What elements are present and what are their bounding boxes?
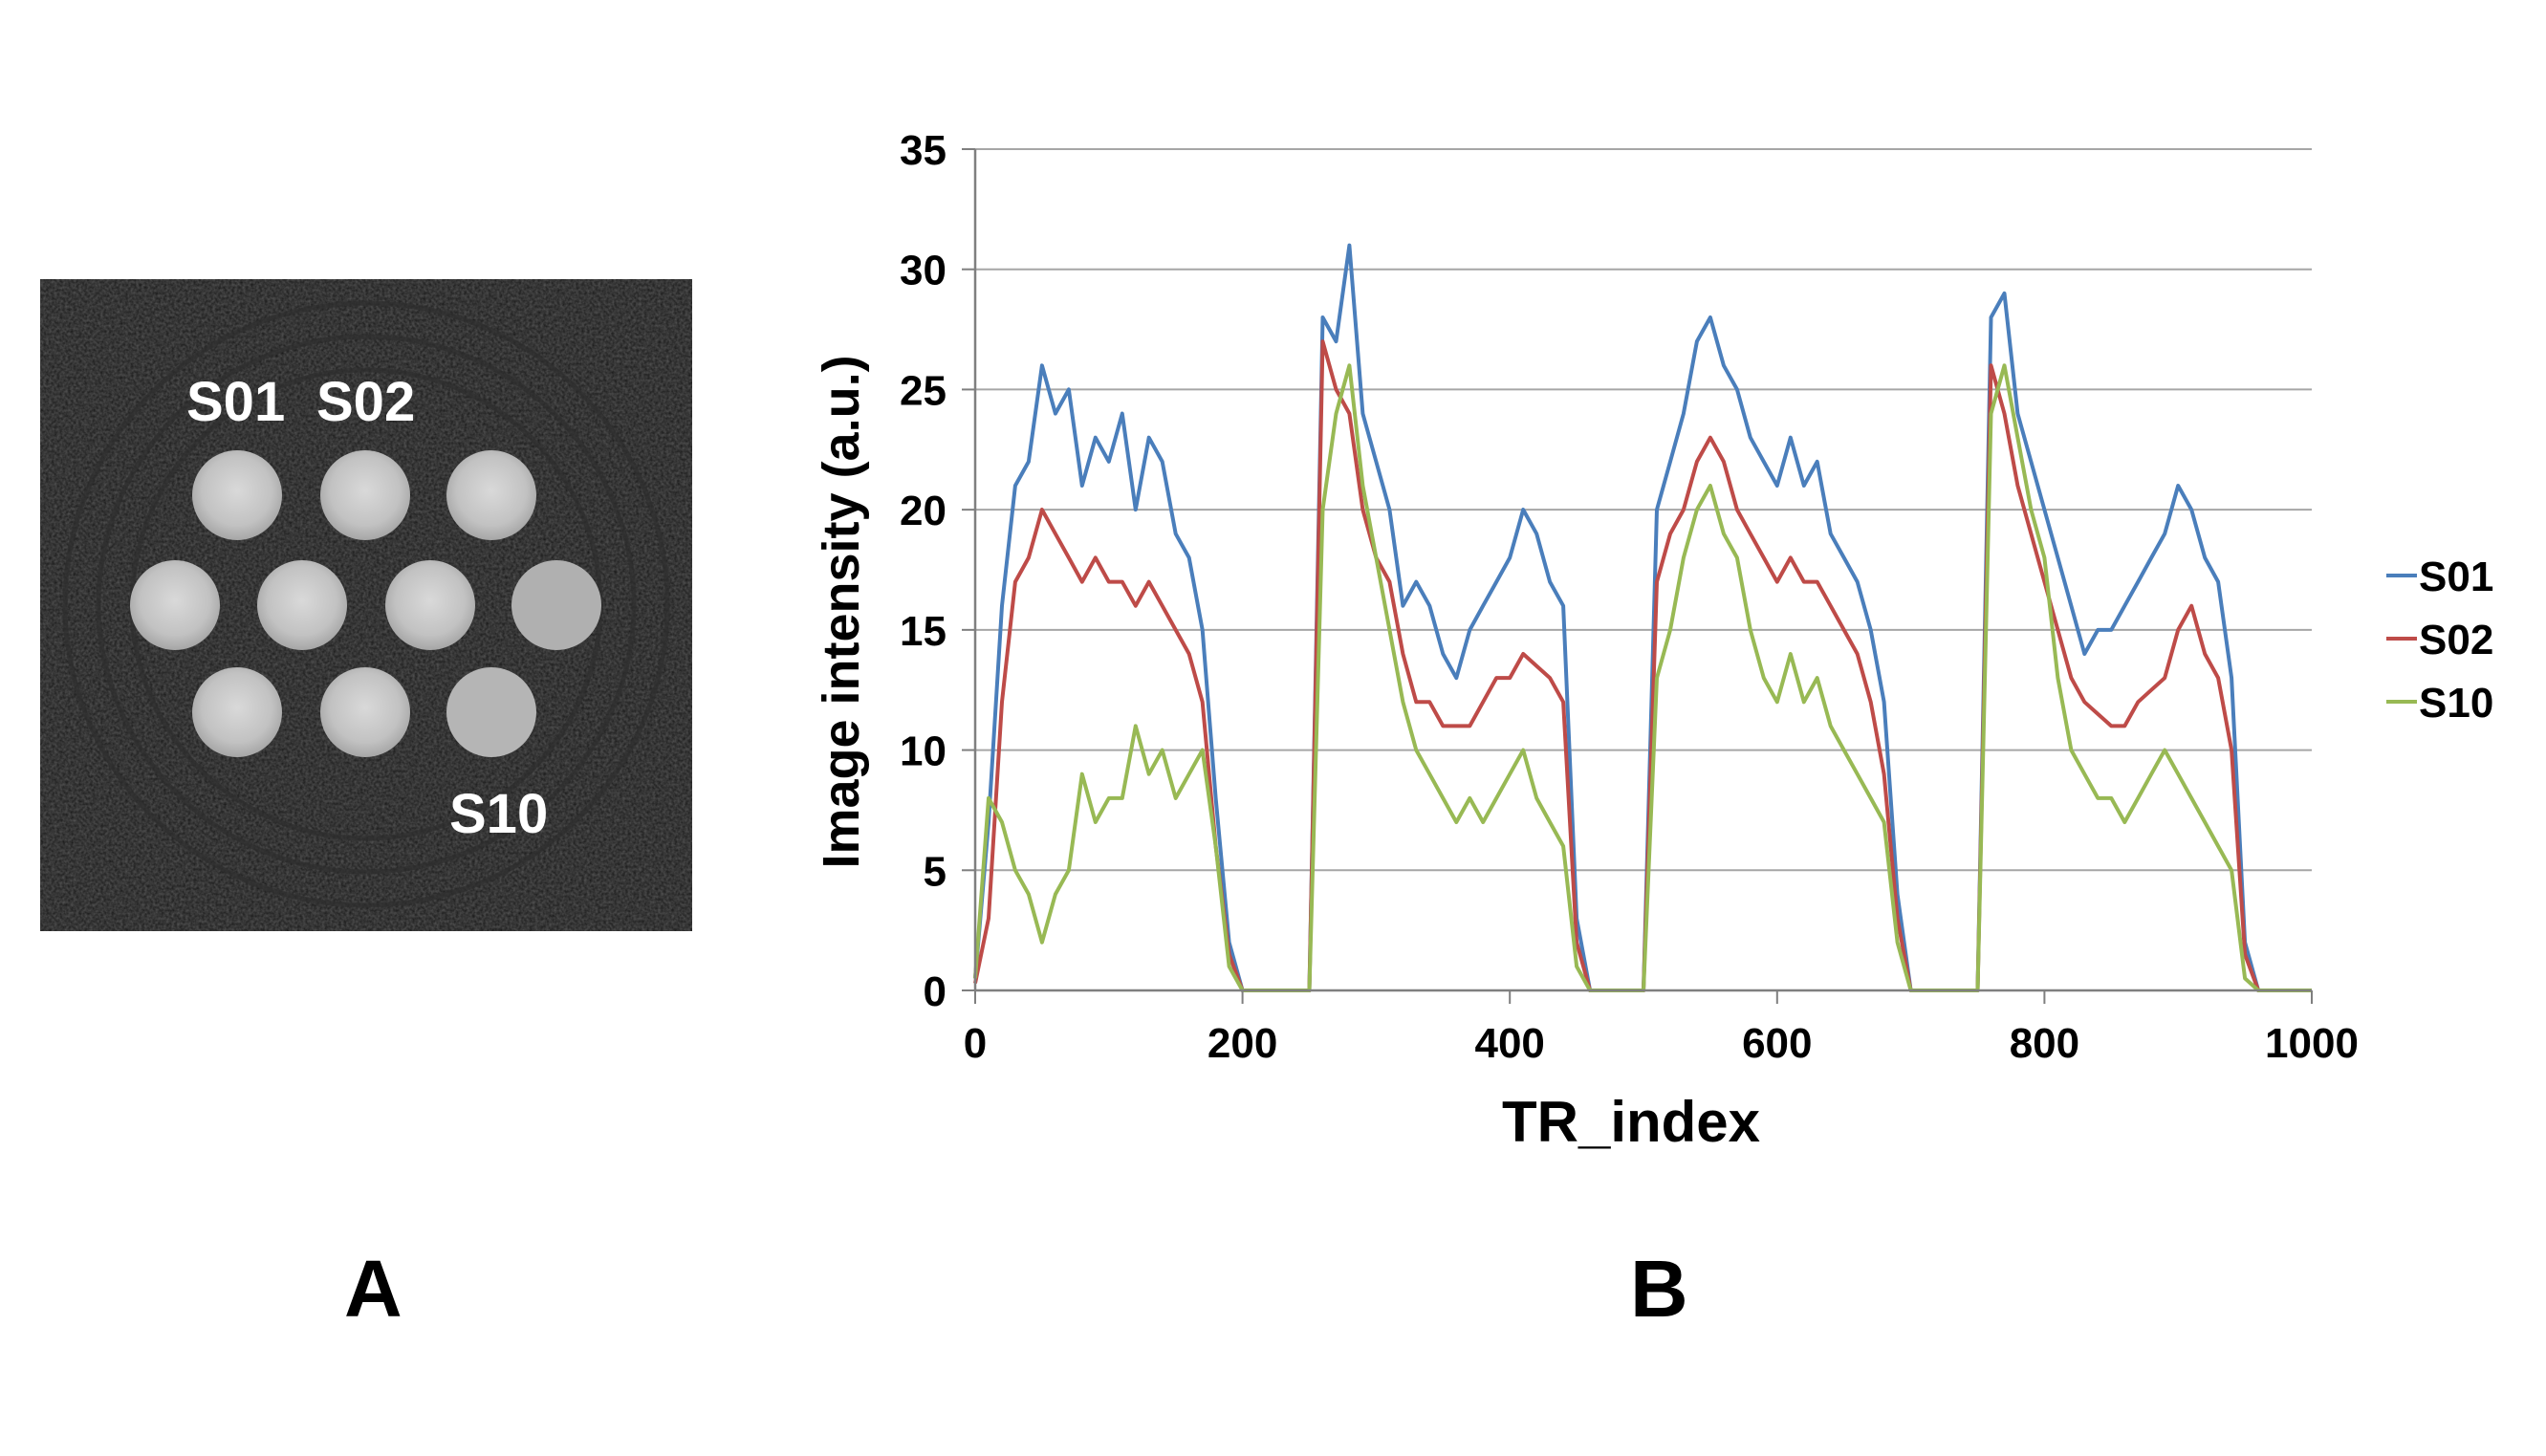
x-tick-label: 400 <box>1474 1020 1544 1067</box>
x-tick-label: 600 <box>1742 1020 1812 1067</box>
tick-labels: 0 5 10 15 20 25 30 35 0 200 400 600 800 1000 <box>900 127 2359 1067</box>
y-tick-label: 15 <box>900 608 947 655</box>
vial <box>320 667 410 757</box>
vial <box>385 560 475 650</box>
phantom-label-s02: S02 <box>316 371 415 433</box>
vial <box>192 450 282 540</box>
phantom-vials <box>130 450 601 757</box>
vial <box>446 450 536 540</box>
legend-label-s01: S01 <box>2419 554 2493 600</box>
y-tick-label: 5 <box>924 848 947 895</box>
x-tick-label: 800 <box>2010 1020 2079 1067</box>
vial <box>192 667 282 757</box>
series-line-s01 <box>973 243 2312 992</box>
vial <box>320 450 410 540</box>
y-tick-label: 20 <box>900 488 947 534</box>
axes <box>962 148 2313 1004</box>
gridlines <box>975 148 2312 872</box>
panel-label-a: A <box>344 1244 403 1334</box>
legend: S01 S02 S10 <box>2386 554 2493 727</box>
vial <box>130 560 220 650</box>
legend-label-s02: S02 <box>2419 617 2493 663</box>
phantom-label-s10: S10 <box>449 783 548 845</box>
vial <box>446 667 536 757</box>
phantom-background <box>40 279 692 931</box>
phantom-rings <box>62 300 670 908</box>
y-tick-label: 30 <box>900 248 947 294</box>
x-tick-label: 200 <box>1208 1020 1277 1067</box>
y-tick-label: 25 <box>900 367 947 414</box>
vial <box>511 560 601 650</box>
legend-label-s10: S10 <box>2419 680 2493 727</box>
x-axis-title: TR_index <box>1502 1090 1760 1154</box>
vial <box>257 560 347 650</box>
y-tick-label: 0 <box>924 968 947 1015</box>
panel-label-b: B <box>1630 1244 1688 1334</box>
y-tick-label: 10 <box>900 728 947 775</box>
x-tick-label: 1000 <box>2265 1020 2359 1067</box>
phantom-label-s01: S01 <box>186 371 285 433</box>
series-line-s02 <box>973 339 2312 992</box>
y-axis-title: Image intensity (a.u.) <box>813 355 870 868</box>
x-tick-label: 0 <box>964 1020 987 1067</box>
series-lines <box>973 243 2312 992</box>
series-line-s10 <box>973 363 2312 992</box>
y-tick-label: 35 <box>900 127 947 174</box>
